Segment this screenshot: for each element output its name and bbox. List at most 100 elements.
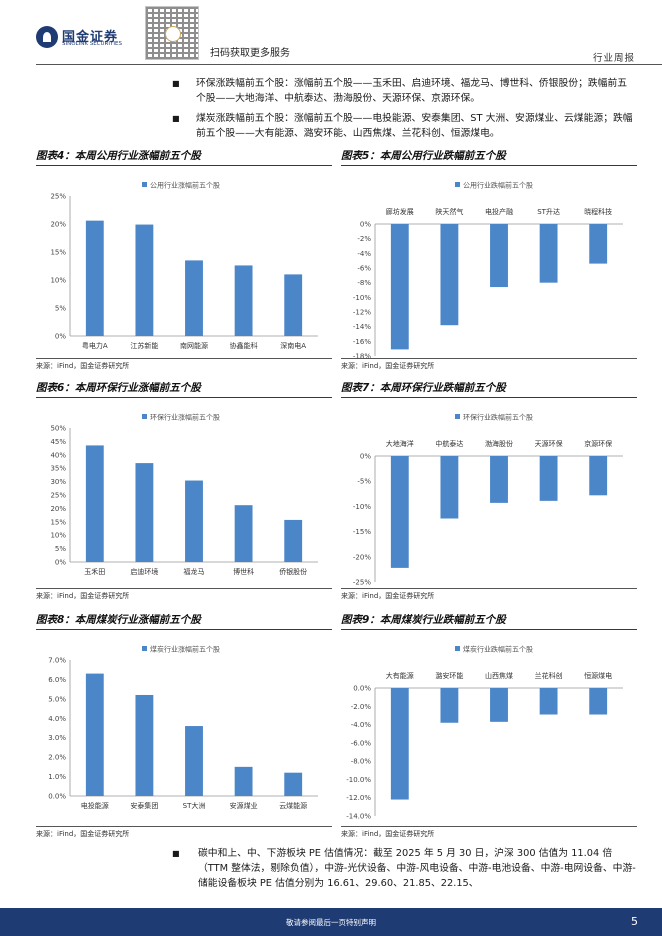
y-tick-label: 5%	[55, 305, 66, 313]
bar-5	[284, 519, 303, 562]
y-tick-label: -12%	[353, 309, 371, 317]
x-tick-label: 南网能源	[180, 341, 208, 350]
y-tick-label: 0%	[55, 559, 66, 567]
y-tick-label: -12.0%	[346, 794, 371, 802]
x-tick-label: 启迪环境	[130, 567, 158, 576]
y-tick-label: -6.0%	[351, 739, 372, 747]
figure-source: 来源：iFind，国金证券研究所	[36, 358, 332, 371]
bar-5	[284, 772, 303, 796]
page-header: 国金证券 SINOLINK SECURITIES 扫码获取更多服务 行业周报	[0, 0, 662, 66]
y-tick-label: 25%	[50, 492, 66, 500]
bar-1	[390, 688, 409, 800]
bar-3	[490, 688, 508, 722]
report-section-tag: 行业周报	[592, 53, 635, 64]
y-tick-label: -14%	[353, 323, 371, 331]
legend-label: 环保行业涨幅前五个股	[150, 413, 220, 422]
legend-swatch	[142, 182, 147, 187]
y-tick-label: 30%	[50, 478, 66, 486]
y-tick-label: -2.0%	[351, 703, 372, 711]
bar-3	[185, 260, 203, 336]
legend-label: 公用行业跌幅前五个股	[463, 181, 533, 190]
y-tick-label: 20%	[50, 505, 66, 513]
figure-title: 图表6：本周环保行业涨幅前五个股	[36, 380, 332, 398]
x-tick-label: 晓程科技	[584, 207, 612, 216]
x-tick-label: ST大洲	[183, 801, 206, 810]
bullet-coal: 煤炭涨跌幅前五个股：涨幅前五个股——电投能源、安泰集团、ST 大洲、安源煤业、云…	[36, 111, 636, 141]
y-tick-label: 3.0%	[48, 734, 66, 742]
y-tick-label: -10.0%	[346, 776, 371, 784]
figure-source: 来源：iFind，国金证券研究所	[36, 826, 332, 839]
bar-2	[135, 694, 154, 796]
figure-source: 来源：iFind，国金证券研究所	[36, 588, 332, 601]
y-tick-label: -4.0%	[351, 721, 372, 729]
bullet-environment: 环保涨跌幅前五个股：涨幅前五个股——玉禾田、启迪环境、福龙马、博世科、侨银股份；…	[36, 76, 636, 106]
y-tick-label: 6.0%	[48, 676, 66, 684]
y-tick-label: -25%	[353, 579, 371, 587]
bar-2	[440, 688, 459, 723]
x-tick-label: 中航泰达	[435, 439, 463, 448]
chart-environment-losers: 环保行业跌幅前五个股 0% -5% -10% -15% -20% -25% 大地海洋 中航泰达 渤…	[353, 413, 623, 587]
y-tick-label: -10%	[353, 503, 371, 511]
x-tick-label: 玉禾田	[84, 568, 105, 576]
figure-environment-gainers: 图表6：本周环保行业涨幅前五个股 环保行业涨幅前五个股 0% 5% 10% 15% 20%…	[36, 380, 332, 602]
chart-environment-gainers: 环保行业涨幅前五个股 0% 5% 10% 15% 20% 25% 30% 35% 40% 45% 50…	[50, 413, 318, 576]
x-tick-label: 大有能源	[386, 671, 414, 680]
x-tick-label: 兰花科创	[535, 671, 563, 680]
figure-environment-losers: 图表7：本周环保行业跌幅前五个股 环保行业跌幅前五个股 0% -5% -10% -15%…	[341, 380, 637, 602]
bar-4	[234, 505, 253, 562]
figure-title: 图表7：本周环保行业跌幅前五个股	[341, 380, 637, 398]
y-tick-label: -15%	[353, 528, 371, 536]
chart-utilities-gainers: 公用行业涨幅前五个股 0% 5% 10% 15% 20% 25% 粤电力A 江苏新能 南网能源 协鑫…	[50, 181, 318, 350]
x-tick-label: 协鑫能科	[230, 341, 258, 350]
legend-swatch	[142, 646, 147, 651]
chart-legend: 煤炭行业跌幅前五个股	[455, 645, 533, 654]
bar-3	[490, 456, 508, 503]
chart-legend: 公用行业跌幅前五个股	[455, 181, 533, 190]
x-tick-label: 陕天然气	[435, 207, 463, 216]
x-tick-label: 恒源煤电	[584, 671, 612, 680]
x-tick-label: 电投产融	[485, 207, 513, 216]
qr-caption: 扫码获取更多服务	[210, 48, 290, 59]
y-tick-label: 50%	[50, 425, 66, 433]
y-tick-label: 0%	[360, 221, 371, 229]
y-tick-label: -2%	[357, 235, 371, 243]
figure-utilities-losers: 图表5：本周公用行业跌幅前五个股 公用行业跌幅前五个股 0% -2% -4% -6% -8…	[341, 148, 637, 374]
page-footer: 敬请参阅最后一页特别声明 5	[0, 908, 662, 936]
bar-2	[135, 463, 154, 562]
bar-4	[539, 688, 558, 715]
y-tick-label: -4%	[357, 250, 371, 258]
figure-coal-losers: 图表9：本周煤炭行业跌幅前五个股 煤炭行业跌幅前五个股 0.0% -2.0% -4.0…	[341, 612, 637, 838]
x-tick-label: 深南电A	[280, 341, 306, 350]
y-tick-label: 20%	[50, 221, 66, 229]
bar-2	[135, 224, 154, 336]
x-tick-label: 粤电力A	[82, 341, 108, 350]
legend-label: 煤炭行业跌幅前五个股	[463, 645, 533, 654]
x-tick-label: 大地海洋	[386, 439, 414, 448]
y-tick-label: 25%	[50, 193, 66, 201]
bar-3	[185, 726, 203, 796]
chart-utilities-losers: 公用行业跌幅前五个股 0% -2% -4% -6% -8% -10% -12% -14% -16%…	[353, 181, 623, 361]
x-tick-label: 江苏新能	[130, 341, 158, 350]
y-tick-label: 0%	[55, 333, 66, 341]
legend-label: 公用行业涨幅前五个股	[150, 181, 220, 190]
bar-3	[490, 224, 508, 288]
bar-1	[85, 673, 104, 796]
chart-legend: 煤炭行业涨幅前五个股	[142, 645, 220, 654]
x-tick-label: 京源环保	[584, 439, 612, 448]
figure-title: 图表5：本周公用行业跌幅前五个股	[341, 148, 637, 166]
y-tick-label: 0.0%	[48, 793, 66, 801]
y-tick-label: -8.0%	[351, 758, 372, 766]
page-number: 5	[631, 915, 638, 928]
x-tick-label: ST升达	[537, 207, 560, 216]
y-tick-label: -20%	[353, 553, 371, 561]
bar-4	[234, 265, 253, 336]
x-tick-label: 福龙马	[184, 567, 205, 576]
y-tick-label: -10%	[353, 294, 371, 302]
bar-1	[85, 220, 104, 336]
y-tick-label: 0%	[360, 453, 371, 461]
bar-2	[440, 224, 459, 326]
bar-1	[85, 445, 104, 562]
bar-5	[589, 224, 608, 264]
bar-4	[539, 224, 558, 283]
y-tick-label: 35%	[50, 465, 66, 473]
